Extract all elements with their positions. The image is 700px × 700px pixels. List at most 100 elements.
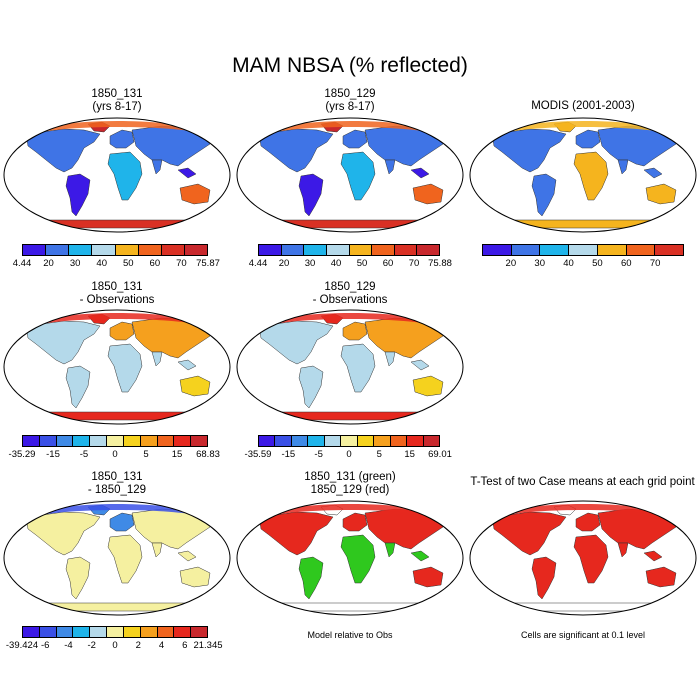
colorbar-1850-129-obs xyxy=(258,435,440,447)
colorbar-swatch xyxy=(157,436,175,446)
panel-title-green-red: 1850_131 (green) 1850_129 (red) xyxy=(304,471,396,496)
landmass-asia xyxy=(364,508,448,550)
landmass-sam xyxy=(65,365,91,409)
landmass-eur xyxy=(109,129,135,149)
colorbar-tick-label: 20 xyxy=(505,258,517,269)
map-panel-1850-131 xyxy=(2,116,232,234)
high-latitude-band xyxy=(498,121,673,133)
high-latitude-band xyxy=(32,121,207,133)
landmass-nam xyxy=(26,511,101,556)
colorbar-tick-label: 40 xyxy=(330,258,342,269)
colorbar-swatch xyxy=(407,436,424,446)
landmass-nam xyxy=(259,128,334,173)
map-outline xyxy=(469,117,697,233)
map-panel-modis xyxy=(468,116,698,234)
landmass-afr xyxy=(573,534,609,584)
colorbar-case-diff xyxy=(22,626,208,638)
colorbar-tick-label: 4 xyxy=(158,640,165,651)
note-cells-significant: Cells are significant at 0.1 level xyxy=(520,630,646,640)
map-svg xyxy=(236,309,464,425)
colorbar-swatch xyxy=(73,627,91,637)
colorbar-tick-label: 30 xyxy=(534,258,545,269)
landmass-aus xyxy=(412,566,444,588)
landmass-sam xyxy=(531,173,557,217)
colorbar-tick-label: -15 xyxy=(281,449,296,460)
colorbar-swatch xyxy=(123,436,141,446)
colorbar-swatch xyxy=(174,436,192,446)
landmass-aus xyxy=(645,183,677,205)
landmass-india xyxy=(151,159,163,175)
landmass-asia xyxy=(131,508,215,550)
landmass-india xyxy=(151,542,163,558)
colorbar-swatch xyxy=(626,245,656,255)
map-svg xyxy=(3,117,231,233)
colorbar-swatch xyxy=(140,627,158,637)
map-outline xyxy=(3,117,231,233)
colorbar-swatch xyxy=(140,436,158,446)
colorbar-swatch xyxy=(56,436,74,446)
colorbar-1850-129 xyxy=(258,244,440,256)
landmass-india xyxy=(384,159,396,175)
landmass-seasia xyxy=(177,167,197,179)
landmass-eur xyxy=(342,512,368,532)
colorbar-swatch xyxy=(157,627,175,637)
colorbar-swatch xyxy=(357,436,375,446)
colorbar-swatch xyxy=(569,245,598,255)
landmass-seasia xyxy=(410,359,430,371)
colorbar-tick-label: 30 xyxy=(304,258,316,269)
high-latitude-band xyxy=(32,313,207,325)
map-outline xyxy=(3,500,231,616)
colorbar-swatch xyxy=(259,245,282,255)
colorbar-tick-label: 60 xyxy=(382,258,394,269)
panel-title-1850-129: 1850_129 (yrs 8-17) xyxy=(324,88,376,113)
colorbar-swatch xyxy=(326,245,350,255)
landmass-seasia xyxy=(410,167,430,179)
colorbar-swatch xyxy=(107,627,124,637)
landmass-seasia xyxy=(177,550,197,562)
high-latitude-band xyxy=(265,121,440,133)
landmass-eur xyxy=(575,512,601,532)
map-svg xyxy=(469,117,697,233)
map-svg xyxy=(3,500,231,616)
colorbar-modis xyxy=(482,244,684,256)
landmass-asia xyxy=(131,317,215,359)
colorbar-swatch xyxy=(390,436,408,446)
colorbar-tick-label: 69.01 xyxy=(428,449,452,460)
note-model-relative: Model relative to Obs xyxy=(307,630,393,640)
landmass-nam xyxy=(492,511,567,556)
landmass-india xyxy=(617,159,629,175)
colorbar-swatch xyxy=(23,245,47,255)
colorbar-tick-label: 70 xyxy=(176,258,187,269)
landmass-aus xyxy=(412,375,444,397)
landmass-sam xyxy=(298,173,324,217)
colorbar-swatch xyxy=(46,245,70,255)
colorbar-swatch xyxy=(73,436,91,446)
colorbar-tick-label: 40 xyxy=(563,258,574,269)
landmass-sam xyxy=(65,173,91,217)
colorbar-swatch xyxy=(69,245,93,255)
colorbar-labels-1850-129-obs: -35.59 -15 -5 0 5 15 69.01 xyxy=(245,449,452,461)
colorbar-tick-label: -35.59 xyxy=(244,449,272,460)
colorbar-tick-label: -4 xyxy=(64,640,73,651)
colorbar-tick-label: 40 xyxy=(96,258,107,269)
colorbar-swatch xyxy=(511,245,541,255)
landmass-sam xyxy=(531,556,557,600)
colorbar-tick-label: -2 xyxy=(87,640,96,651)
map-svg xyxy=(3,309,231,425)
landmass-sam xyxy=(298,556,324,600)
map-outline xyxy=(469,500,697,616)
colorbar-swatch xyxy=(374,436,391,446)
colorbar-tick-label: 75.87 xyxy=(196,258,220,269)
colorbar-tick-label: -5 xyxy=(79,449,89,460)
landmass-afr xyxy=(107,534,143,584)
colorbar-swatch xyxy=(308,436,325,446)
colorbar-1850-131 xyxy=(22,244,208,256)
colorbar-swatch xyxy=(39,436,57,446)
landmass-asia xyxy=(597,125,681,167)
colorbar-swatch xyxy=(394,245,418,255)
colorbar-swatch xyxy=(115,245,139,255)
colorbar-swatch xyxy=(191,627,207,637)
high-latitude-band xyxy=(265,313,440,325)
colorbar-swatch xyxy=(259,436,276,446)
landmass-asia xyxy=(364,125,448,167)
